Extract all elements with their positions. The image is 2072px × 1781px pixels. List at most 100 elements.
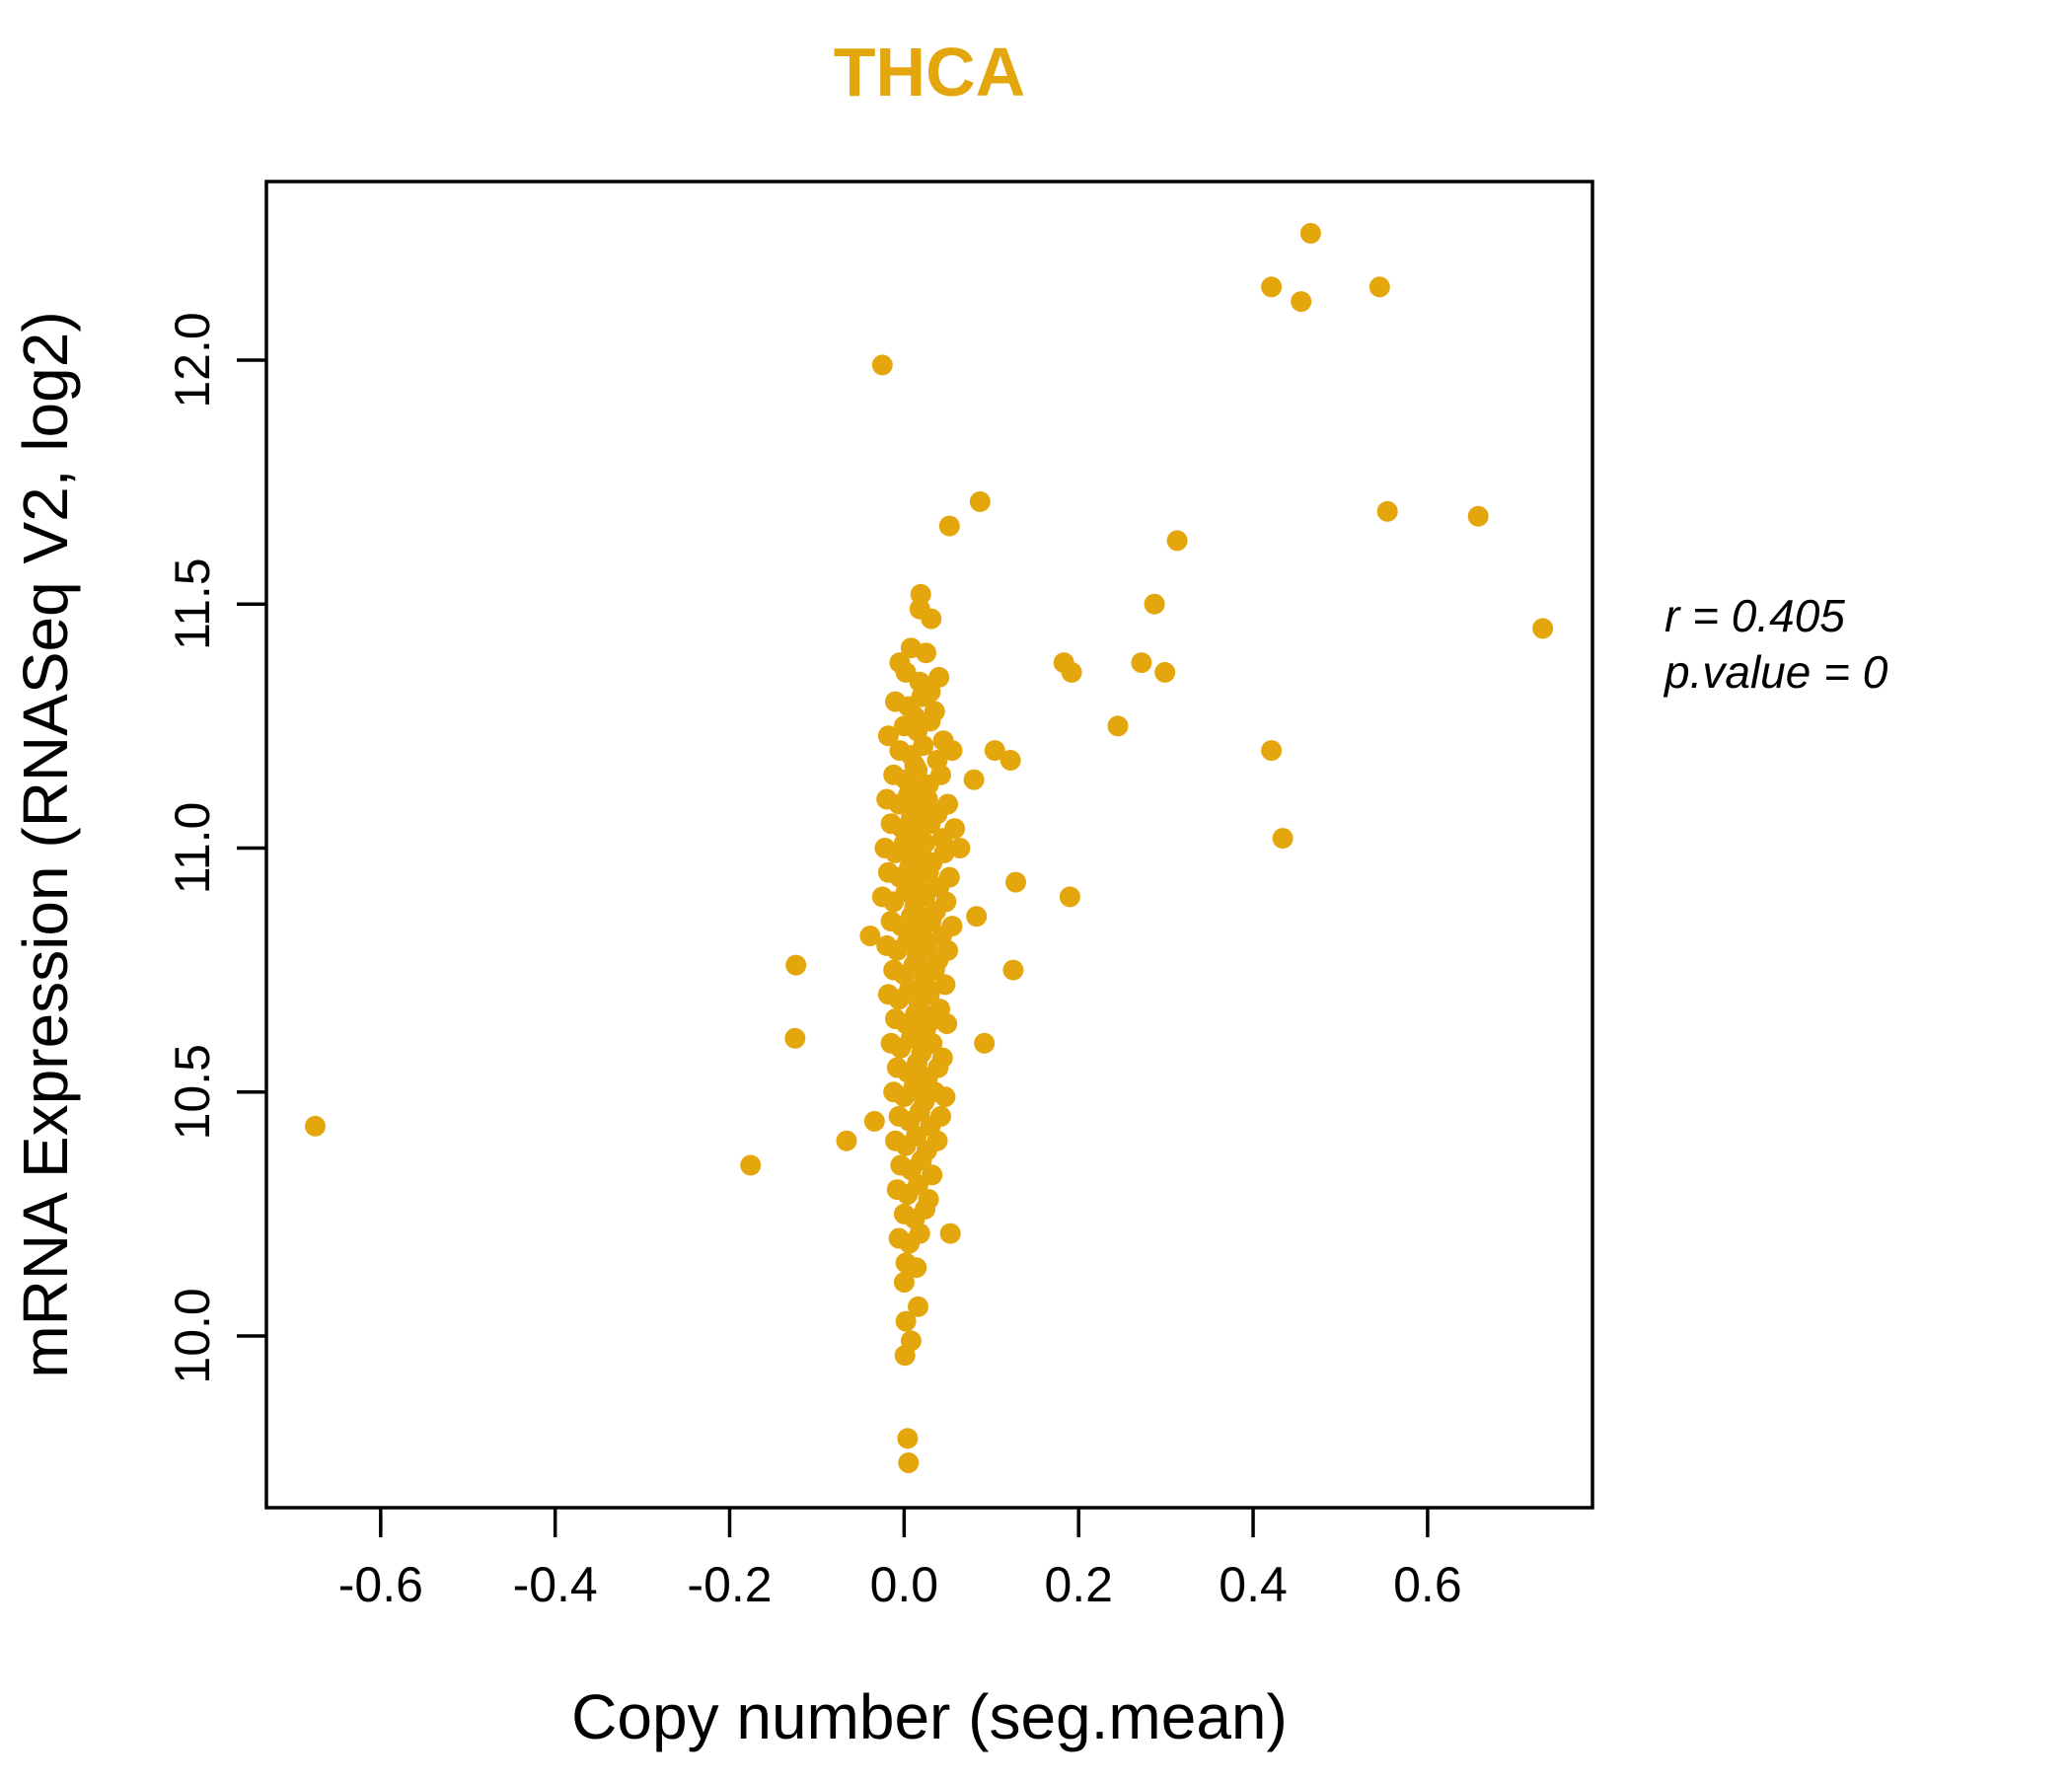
data-point bbox=[1144, 593, 1165, 615]
data-point bbox=[785, 954, 807, 976]
data-point bbox=[934, 1086, 956, 1108]
data-point bbox=[895, 1310, 917, 1332]
data-point bbox=[930, 764, 951, 785]
x-tick-label: 0.4 bbox=[1219, 1557, 1288, 1612]
y-tick-label: 11.5 bbox=[165, 557, 220, 650]
data-point bbox=[1107, 715, 1129, 737]
data-point bbox=[1532, 618, 1554, 639]
data-point bbox=[930, 1105, 951, 1127]
data-point bbox=[784, 1027, 806, 1049]
data-point bbox=[909, 1101, 930, 1122]
data-point bbox=[740, 1154, 762, 1176]
data-point bbox=[900, 1027, 922, 1049]
data-point bbox=[949, 838, 971, 858]
data-point bbox=[911, 686, 932, 707]
data-point bbox=[903, 954, 925, 976]
y-tick-label: 10.5 bbox=[165, 1044, 220, 1140]
data-point bbox=[974, 1032, 996, 1054]
data-point bbox=[917, 788, 938, 810]
data-point bbox=[1299, 222, 1321, 244]
data-point bbox=[900, 906, 922, 928]
data-point bbox=[836, 1130, 857, 1151]
data-point bbox=[863, 1110, 885, 1132]
data-point bbox=[937, 793, 959, 815]
data-point bbox=[919, 984, 940, 1005]
chart-title: THCA bbox=[834, 34, 1025, 111]
data-point bbox=[941, 916, 963, 937]
data-point bbox=[894, 1345, 916, 1367]
data-point bbox=[908, 1174, 928, 1196]
data-point bbox=[966, 906, 988, 928]
data-point bbox=[937, 939, 959, 961]
data-point bbox=[911, 838, 932, 858]
data-point bbox=[305, 1115, 326, 1137]
data-point bbox=[963, 769, 985, 790]
data-point bbox=[1261, 740, 1283, 762]
data-point bbox=[1061, 661, 1082, 683]
x-tick-label: 0.0 bbox=[870, 1557, 939, 1612]
data-point bbox=[915, 886, 936, 908]
data-point bbox=[915, 1198, 936, 1220]
data-point bbox=[859, 926, 881, 946]
data-point bbox=[910, 583, 931, 605]
data-point bbox=[897, 1428, 919, 1449]
data-point bbox=[939, 1223, 961, 1244]
data-point bbox=[941, 740, 963, 762]
data-point bbox=[926, 1130, 948, 1151]
data-point bbox=[907, 759, 928, 780]
data-point bbox=[916, 642, 936, 664]
data-point bbox=[897, 929, 919, 951]
data-point bbox=[1376, 500, 1398, 522]
data-point bbox=[934, 974, 956, 996]
data-point bbox=[871, 354, 893, 376]
data-point bbox=[1002, 959, 1024, 981]
data-point bbox=[899, 979, 921, 1001]
p-value-annotation: p.value = 0 bbox=[1663, 646, 1888, 698]
data-points-layer bbox=[305, 222, 1554, 1473]
plot-area-border bbox=[264, 180, 1594, 1510]
data-point bbox=[921, 911, 942, 932]
data-point bbox=[913, 735, 934, 757]
data-point bbox=[909, 1223, 930, 1244]
correlation-r-annotation: r = 0.405 bbox=[1665, 590, 1845, 641]
x-tick-label: 0.6 bbox=[1393, 1557, 1462, 1612]
data-point bbox=[907, 1052, 928, 1074]
data-point bbox=[893, 1272, 915, 1293]
data-point bbox=[944, 818, 966, 840]
y-tick-label: 12.0 bbox=[165, 312, 220, 408]
data-point bbox=[1059, 886, 1080, 908]
y-tick-label: 11.0 bbox=[165, 802, 220, 895]
y-tick-label: 10.0 bbox=[165, 1288, 220, 1383]
data-point bbox=[984, 740, 1005, 762]
x-tick-label: -0.2 bbox=[687, 1557, 772, 1612]
data-point bbox=[911, 1150, 932, 1171]
data-point bbox=[903, 1076, 925, 1098]
data-point bbox=[927, 1057, 949, 1078]
data-point bbox=[969, 490, 991, 512]
data-point bbox=[1154, 661, 1176, 683]
data-point bbox=[1005, 871, 1026, 893]
data-point bbox=[1369, 276, 1390, 298]
data-point bbox=[898, 783, 920, 805]
x-tick-label: -0.6 bbox=[338, 1557, 423, 1612]
data-point bbox=[920, 710, 941, 732]
data-point bbox=[877, 725, 899, 747]
data-point bbox=[1467, 505, 1489, 527]
data-point bbox=[918, 861, 939, 883]
data-point bbox=[936, 1013, 958, 1034]
x-axis-ticks: -0.6 -0.4 -0.2 0.0 0.2 0.4 0.6 bbox=[338, 1508, 1462, 1612]
data-point bbox=[898, 1452, 920, 1473]
data-point bbox=[922, 1032, 943, 1054]
data-point bbox=[921, 608, 942, 630]
data-point bbox=[935, 891, 957, 913]
x-tick-label: -0.4 bbox=[513, 1557, 598, 1612]
y-axis-ticks: 10.0 10.5 11.0 11.5 12.0 bbox=[165, 312, 266, 1384]
data-point bbox=[1291, 291, 1312, 313]
data-point bbox=[905, 1003, 926, 1025]
data-point bbox=[1272, 828, 1294, 850]
data-point bbox=[917, 934, 938, 956]
x-tick-label: 0.2 bbox=[1044, 1557, 1113, 1612]
data-point bbox=[906, 1257, 927, 1279]
x-axis-label: Copy number (seg.mean) bbox=[571, 1681, 1288, 1752]
